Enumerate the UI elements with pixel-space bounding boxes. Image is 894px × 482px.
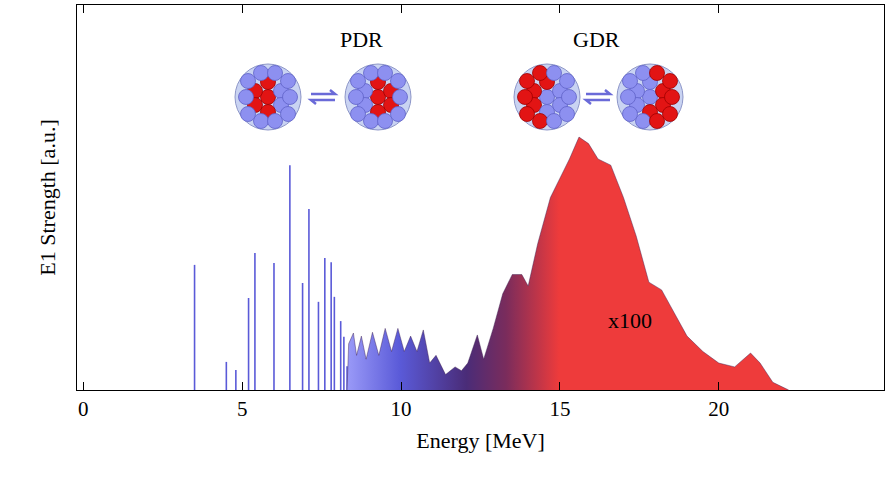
svg-text:0: 0 bbox=[78, 397, 89, 421]
svg-text:GDR: GDR bbox=[573, 27, 620, 52]
svg-text:15: 15 bbox=[549, 397, 570, 421]
svg-text:5: 5 bbox=[237, 397, 248, 421]
svg-text:E1 Strength [a.u.]: E1 Strength [a.u.] bbox=[35, 119, 60, 275]
svg-text:PDR: PDR bbox=[340, 27, 383, 52]
svg-text:x100: x100 bbox=[608, 308, 652, 333]
svg-text:Energy [MeV]: Energy [MeV] bbox=[416, 428, 545, 453]
svg-text:20: 20 bbox=[708, 397, 729, 421]
svg-text:10: 10 bbox=[391, 397, 412, 421]
